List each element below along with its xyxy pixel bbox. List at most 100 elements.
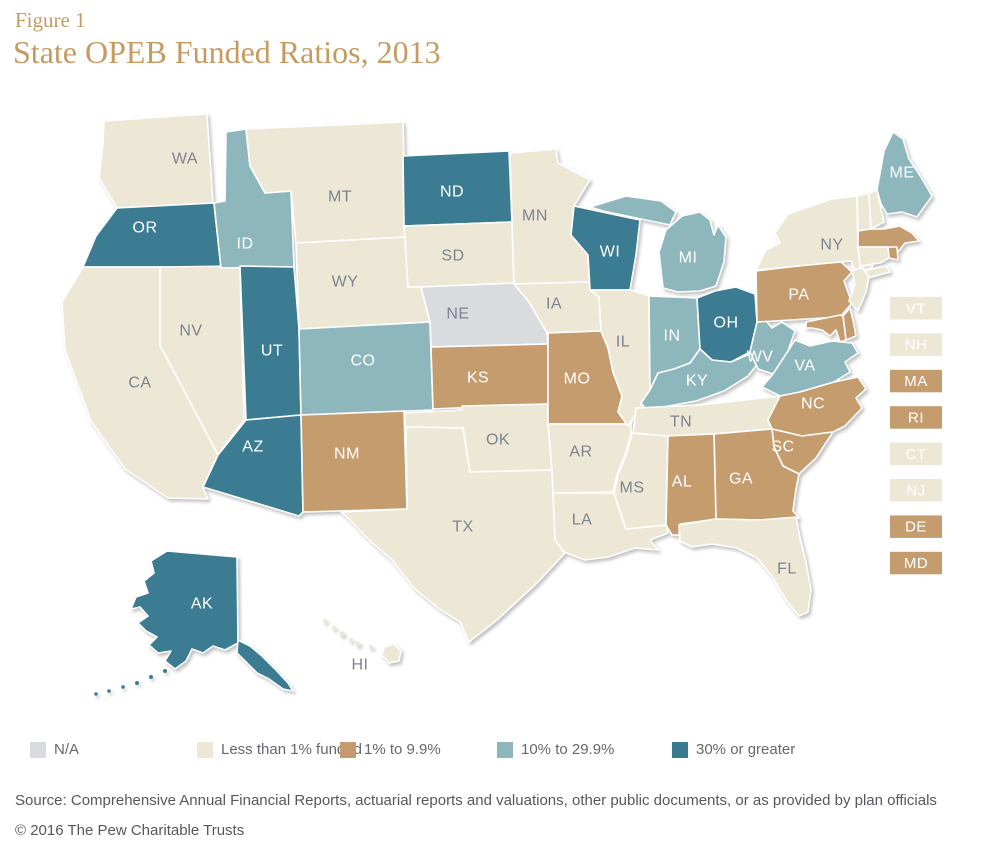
page-title: State OPEB Funded Ratios, 2013 bbox=[13, 34, 441, 70]
legend-swatch-p1 bbox=[340, 741, 356, 758]
state-nh-shape bbox=[868, 189, 885, 230]
state-ny-shape bbox=[755, 195, 874, 278]
inset-state-boxes: VT NH MA RI CT NJ DE MD bbox=[890, 297, 942, 575]
state-wv-label: WV bbox=[747, 349, 774, 366]
state-ct-shape bbox=[857, 246, 890, 267]
state-wi-label: WI bbox=[600, 244, 621, 261]
state-ar-label: AR bbox=[569, 444, 592, 461]
state-ks-label: KS bbox=[467, 370, 489, 387]
inset-state-ma bbox=[890, 369, 942, 393]
state-hi-island bbox=[339, 631, 345, 637]
state-hi-island bbox=[323, 619, 327, 623]
legend-label-lt1: Less than 1% funded bbox=[221, 741, 362, 758]
inset-state-ma-label: MA bbox=[904, 373, 928, 390]
state-hi-island bbox=[349, 638, 353, 642]
land-shapes bbox=[61, 113, 933, 696]
legend-item-p30: 30% or greater bbox=[672, 741, 795, 758]
figure-label: Figure 1 bbox=[15, 8, 86, 32]
inset-state-nh-label: NH bbox=[905, 337, 928, 354]
state-or-label: OR bbox=[133, 220, 158, 237]
state-pa-shape bbox=[755, 260, 853, 323]
state-ca-label: CA bbox=[128, 375, 151, 392]
state-ms-label: MS bbox=[620, 480, 645, 497]
state-ak-shape bbox=[236, 639, 294, 692]
state-ne-label: NE bbox=[446, 306, 469, 323]
inset-state-nj-label: NJ bbox=[906, 482, 925, 499]
state-co-label: CO bbox=[351, 353, 376, 370]
state-ak-label: AK bbox=[191, 596, 213, 613]
state-hi-island bbox=[355, 641, 361, 647]
state-tx-label: TX bbox=[452, 519, 473, 536]
state-wy-label: WY bbox=[332, 274, 359, 291]
state-id-label: ID bbox=[237, 236, 254, 253]
state-wa-label: WA bbox=[172, 151, 198, 168]
state-az-label: AZ bbox=[242, 439, 263, 456]
state-ak-island bbox=[121, 685, 125, 689]
state-ak-island bbox=[149, 675, 153, 679]
state-nm-label: NM bbox=[334, 446, 360, 463]
legend-label-p30: 30% or greater bbox=[696, 741, 796, 758]
state-il-label: IL bbox=[616, 334, 630, 351]
legend-swatch-p30 bbox=[672, 741, 688, 758]
state-al-shape bbox=[665, 433, 717, 536]
inset-state-vt bbox=[890, 297, 942, 320]
state-mi-shape bbox=[658, 211, 727, 293]
state-la-label: LA bbox=[572, 512, 593, 529]
state-mi-shape bbox=[589, 195, 677, 226]
state-nj-shape bbox=[848, 266, 870, 312]
state-hi-label: HI bbox=[352, 657, 369, 674]
state-ak-island bbox=[94, 692, 98, 696]
state-mi-label: MI bbox=[679, 250, 698, 267]
state-hi-island bbox=[332, 626, 336, 630]
state-ny-label: NY bbox=[820, 237, 843, 254]
state-in-label: IN bbox=[664, 328, 681, 345]
legend-item-p1: 1% to 9.9% bbox=[340, 741, 441, 758]
state-tn-label: TN bbox=[670, 414, 692, 431]
state-hi-shape bbox=[381, 643, 402, 664]
state-ok-label: OK bbox=[486, 432, 510, 449]
inset-state-ct bbox=[890, 442, 942, 466]
inset-state-de bbox=[890, 515, 942, 538]
state-ia-label: IA bbox=[546, 296, 562, 313]
inset-state-nj bbox=[890, 479, 942, 502]
inset-state-vt-label: VT bbox=[906, 300, 926, 317]
inset-state-nh bbox=[890, 333, 942, 356]
state-ak-island bbox=[107, 689, 111, 693]
legend-swatch-na bbox=[30, 741, 46, 758]
inset-state-ri-label: RI bbox=[908, 409, 924, 426]
state-sc-label: SC bbox=[771, 439, 794, 456]
state-fl-label: FL bbox=[777, 561, 797, 578]
state-al-label: AL bbox=[672, 474, 693, 491]
state-nd-label: ND bbox=[440, 184, 464, 201]
state-ar-shape bbox=[547, 423, 632, 494]
state-ks-shape bbox=[430, 343, 549, 410]
state-mo-label: MO bbox=[564, 371, 591, 388]
state-me-shape bbox=[876, 131, 933, 218]
legend-item-na: N/A bbox=[30, 741, 79, 758]
state-ak-shape bbox=[130, 550, 239, 670]
state-nc-label: NC bbox=[801, 396, 825, 413]
state-mt-shape bbox=[245, 121, 407, 244]
legend: N/A Less than 1% funded 1% to 9.9% 10% t… bbox=[0, 741, 990, 761]
state-me-label: ME bbox=[890, 165, 915, 182]
state-pa-label: PA bbox=[788, 287, 809, 304]
legend-swatch-p10 bbox=[497, 741, 513, 758]
legend-label-na: N/A bbox=[54, 741, 80, 758]
state-labels: WA OR CA NV ID MT WY UT CO AZ NM ND SD NE KS OK TX MN IA MO… bbox=[128, 151, 914, 674]
legend-label-p1: 1% to 9.9% bbox=[364, 741, 441, 758]
state-mt-label: MT bbox=[328, 189, 352, 206]
state-fl-shape bbox=[678, 516, 812, 617]
inset-state-md bbox=[890, 551, 942, 575]
legend-label-p10: 10% to 29.9% bbox=[521, 741, 615, 758]
state-ak-island bbox=[135, 681, 139, 685]
inset-state-ri bbox=[890, 406, 942, 429]
state-md-shape bbox=[805, 314, 847, 343]
state-co-shape bbox=[298, 321, 434, 416]
source-text: Source: Comprehensive Annual Financial R… bbox=[15, 792, 937, 809]
legend-item-lt1: Less than 1% funded bbox=[197, 741, 362, 758]
state-oh-label: OH bbox=[714, 315, 739, 332]
state-sd-label: SD bbox=[441, 248, 464, 265]
state-va-label: VA bbox=[794, 358, 815, 375]
copyright-text: © 2016 The Pew Charitable Trusts bbox=[15, 822, 245, 839]
